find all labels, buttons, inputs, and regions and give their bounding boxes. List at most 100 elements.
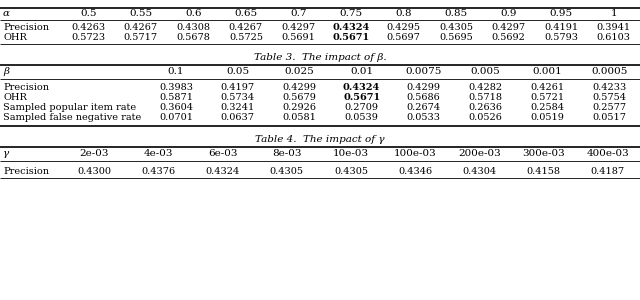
Text: 0.2584: 0.2584 bbox=[530, 103, 564, 112]
Text: 0.4324: 0.4324 bbox=[205, 167, 240, 176]
Text: 0.75: 0.75 bbox=[339, 10, 363, 19]
Text: 0.65: 0.65 bbox=[234, 10, 257, 19]
Text: 0.2674: 0.2674 bbox=[406, 103, 440, 112]
Text: 0.5793: 0.5793 bbox=[544, 32, 578, 41]
Text: 0.4305: 0.4305 bbox=[270, 167, 304, 176]
Text: 0.9: 0.9 bbox=[500, 10, 517, 19]
Text: 0.0701: 0.0701 bbox=[159, 113, 193, 122]
Text: Precision: Precision bbox=[3, 83, 49, 92]
Text: 0.0533: 0.0533 bbox=[406, 113, 440, 122]
Text: 0.4308: 0.4308 bbox=[177, 22, 211, 32]
Text: 0.3604: 0.3604 bbox=[159, 103, 193, 112]
Text: 0.4297: 0.4297 bbox=[282, 22, 316, 32]
Text: 200e-03: 200e-03 bbox=[458, 149, 501, 158]
Text: 0.2577: 0.2577 bbox=[592, 103, 626, 112]
Text: 0.5725: 0.5725 bbox=[229, 32, 263, 41]
Text: 0.4304: 0.4304 bbox=[462, 167, 497, 176]
Text: 0.4267: 0.4267 bbox=[124, 22, 158, 32]
Text: Table 4.  The impact of γ: Table 4. The impact of γ bbox=[255, 134, 385, 143]
Text: 0.3241: 0.3241 bbox=[221, 103, 255, 112]
Text: 0.0637: 0.0637 bbox=[221, 113, 255, 122]
Text: 0.0517: 0.0517 bbox=[592, 113, 626, 122]
Text: 2e-03: 2e-03 bbox=[79, 149, 109, 158]
Text: 0.4299: 0.4299 bbox=[283, 83, 317, 92]
Text: 0.4263: 0.4263 bbox=[71, 22, 106, 32]
Text: 0.5: 0.5 bbox=[80, 10, 97, 19]
Text: 0.2709: 0.2709 bbox=[344, 103, 379, 112]
Text: 0.4300: 0.4300 bbox=[77, 167, 111, 176]
Text: Precision: Precision bbox=[3, 167, 49, 176]
Text: α: α bbox=[3, 10, 10, 19]
Text: 0.5686: 0.5686 bbox=[406, 94, 440, 103]
Text: 0.5692: 0.5692 bbox=[492, 32, 525, 41]
Text: 0.4158: 0.4158 bbox=[527, 167, 561, 176]
Text: γ: γ bbox=[3, 149, 9, 158]
Text: 0.5721: 0.5721 bbox=[530, 94, 564, 103]
Text: 0.7: 0.7 bbox=[290, 10, 307, 19]
Text: 0.3941: 0.3941 bbox=[596, 22, 631, 32]
Text: 0.5734: 0.5734 bbox=[221, 94, 255, 103]
Text: 0.5718: 0.5718 bbox=[468, 94, 502, 103]
Text: 8e-03: 8e-03 bbox=[272, 149, 301, 158]
Text: 0.4297: 0.4297 bbox=[492, 22, 525, 32]
Text: 0.0005: 0.0005 bbox=[591, 68, 627, 76]
Text: 0.5671: 0.5671 bbox=[343, 94, 380, 103]
Text: 0.4324: 0.4324 bbox=[332, 22, 370, 32]
Text: 0.4267: 0.4267 bbox=[229, 22, 263, 32]
Text: 0.4305: 0.4305 bbox=[334, 167, 368, 176]
Text: 0.4295: 0.4295 bbox=[387, 22, 420, 32]
Text: 0.5679: 0.5679 bbox=[283, 94, 317, 103]
Text: 0.01: 0.01 bbox=[350, 68, 373, 76]
Text: 0.4376: 0.4376 bbox=[141, 167, 175, 176]
Text: 0.8: 0.8 bbox=[396, 10, 412, 19]
Text: 0.85: 0.85 bbox=[445, 10, 468, 19]
Text: Sampled false negative rate: Sampled false negative rate bbox=[3, 113, 141, 122]
Text: 0.5723: 0.5723 bbox=[71, 32, 106, 41]
Text: 0.55: 0.55 bbox=[129, 10, 152, 19]
Text: 0.6: 0.6 bbox=[185, 10, 202, 19]
Text: 400e-03: 400e-03 bbox=[586, 149, 629, 158]
Text: 0.5754: 0.5754 bbox=[592, 94, 626, 103]
Text: 0.4305: 0.4305 bbox=[439, 22, 473, 32]
Text: 0.05: 0.05 bbox=[227, 68, 250, 76]
Text: 0.5695: 0.5695 bbox=[439, 32, 473, 41]
Text: 0.005: 0.005 bbox=[470, 68, 500, 76]
Text: OHR: OHR bbox=[3, 94, 27, 103]
Text: 0.6103: 0.6103 bbox=[596, 32, 631, 41]
Text: 300e-03: 300e-03 bbox=[522, 149, 565, 158]
Text: 6e-03: 6e-03 bbox=[208, 149, 237, 158]
Text: 0.0075: 0.0075 bbox=[405, 68, 442, 76]
Text: 100e-03: 100e-03 bbox=[394, 149, 436, 158]
Text: 0.1: 0.1 bbox=[168, 68, 184, 76]
Text: 0.0581: 0.0581 bbox=[283, 113, 317, 122]
Text: 0.4324: 0.4324 bbox=[343, 83, 380, 92]
Text: OHR: OHR bbox=[3, 32, 27, 41]
Text: 0.95: 0.95 bbox=[550, 10, 573, 19]
Text: 1: 1 bbox=[611, 10, 617, 19]
Text: 0.2926: 0.2926 bbox=[283, 103, 317, 112]
Text: 0.5697: 0.5697 bbox=[387, 32, 420, 41]
Text: Table 3.  The impact of β.: Table 3. The impact of β. bbox=[253, 52, 387, 62]
Text: 0.025: 0.025 bbox=[285, 68, 315, 76]
Text: 0.4187: 0.4187 bbox=[591, 167, 625, 176]
Text: 0.5871: 0.5871 bbox=[159, 94, 193, 103]
Text: 0.3983: 0.3983 bbox=[159, 83, 193, 92]
Text: 0.4197: 0.4197 bbox=[221, 83, 255, 92]
Text: 0.4282: 0.4282 bbox=[468, 83, 502, 92]
Text: 0.4299: 0.4299 bbox=[406, 83, 440, 92]
Text: Sampled popular item rate: Sampled popular item rate bbox=[3, 103, 136, 112]
Text: 0.4233: 0.4233 bbox=[592, 83, 626, 92]
Text: 0.0526: 0.0526 bbox=[468, 113, 502, 122]
Text: Precision: Precision bbox=[3, 22, 49, 32]
Text: 4e-03: 4e-03 bbox=[143, 149, 173, 158]
Text: 0.5671: 0.5671 bbox=[332, 32, 369, 41]
Text: β: β bbox=[3, 68, 9, 76]
Text: 0.5717: 0.5717 bbox=[124, 32, 158, 41]
Text: 0.4191: 0.4191 bbox=[544, 22, 579, 32]
Text: 0.0519: 0.0519 bbox=[531, 113, 564, 122]
Text: 10e-03: 10e-03 bbox=[333, 149, 369, 158]
Text: 0.2636: 0.2636 bbox=[468, 103, 502, 112]
Text: 0.4346: 0.4346 bbox=[398, 167, 432, 176]
Text: 0.4261: 0.4261 bbox=[530, 83, 564, 92]
Text: 0.0539: 0.0539 bbox=[344, 113, 378, 122]
